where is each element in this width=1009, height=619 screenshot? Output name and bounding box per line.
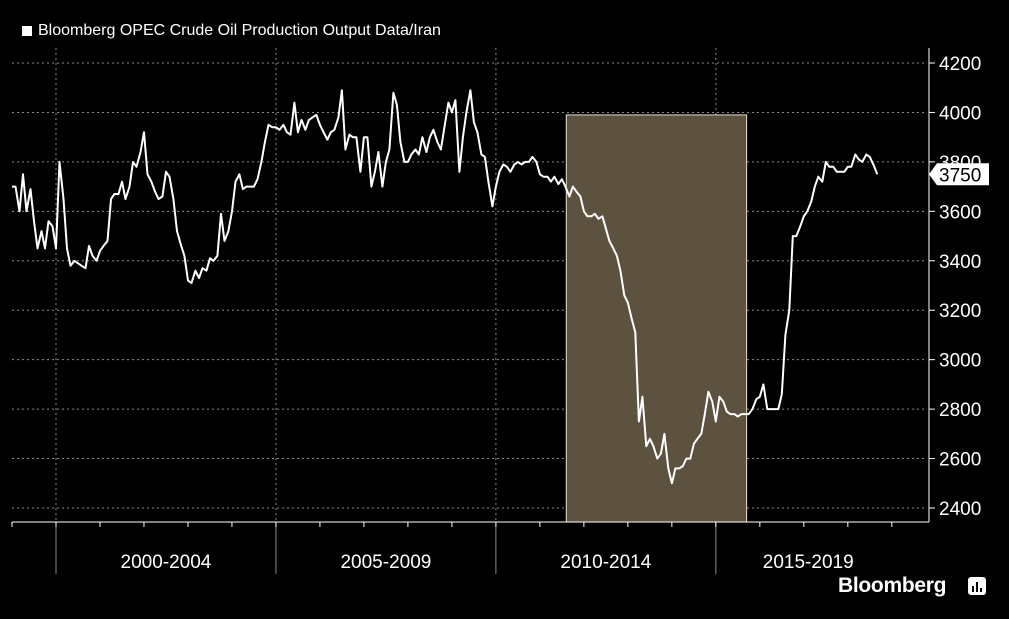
y-tick-label: 2800 [939, 400, 981, 421]
last-value-badge [929, 163, 989, 186]
y-tick-label: 2400 [939, 499, 981, 520]
series-line-iran [12, 89, 879, 485]
y-tick-label: 4000 [939, 103, 981, 124]
last-value-callout: 3750 [929, 163, 989, 186]
y-tick-label: 2600 [939, 450, 981, 471]
legend-label: Bloomberg OPEC Crude Oil Production Outp… [38, 22, 441, 39]
last-value-label: 3750 [939, 165, 981, 186]
y-tick-label: 4200 [939, 54, 981, 75]
y-tick-label: 3000 [939, 351, 981, 372]
highlight-band [565, 114, 748, 523]
x-tick-label: 2015-2019 [763, 552, 854, 573]
legend: Bloomberg OPEC Crude Oil Production Outp… [22, 22, 441, 40]
x-tick-label: 2010-2014 [560, 552, 651, 573]
y-tick-label: 3400 [939, 252, 981, 273]
y-tick-label: 3200 [939, 301, 981, 322]
axes [11, 48, 930, 574]
y-tick-label: 3600 [939, 202, 981, 223]
y-axis-ticks: 2400260028003000320034003600380040004200 [929, 54, 981, 520]
legend-swatch [22, 26, 32, 36]
bar-chart-icon [968, 577, 986, 595]
brand-logo: Bloomberg [838, 574, 947, 597]
x-tick-label: 2000-2004 [121, 552, 212, 573]
x-axis-ticks: 2000-2004 2005-2009 2010-2014 2015-2019 [121, 552, 854, 573]
x-tick-label: 2005-2009 [340, 552, 431, 573]
